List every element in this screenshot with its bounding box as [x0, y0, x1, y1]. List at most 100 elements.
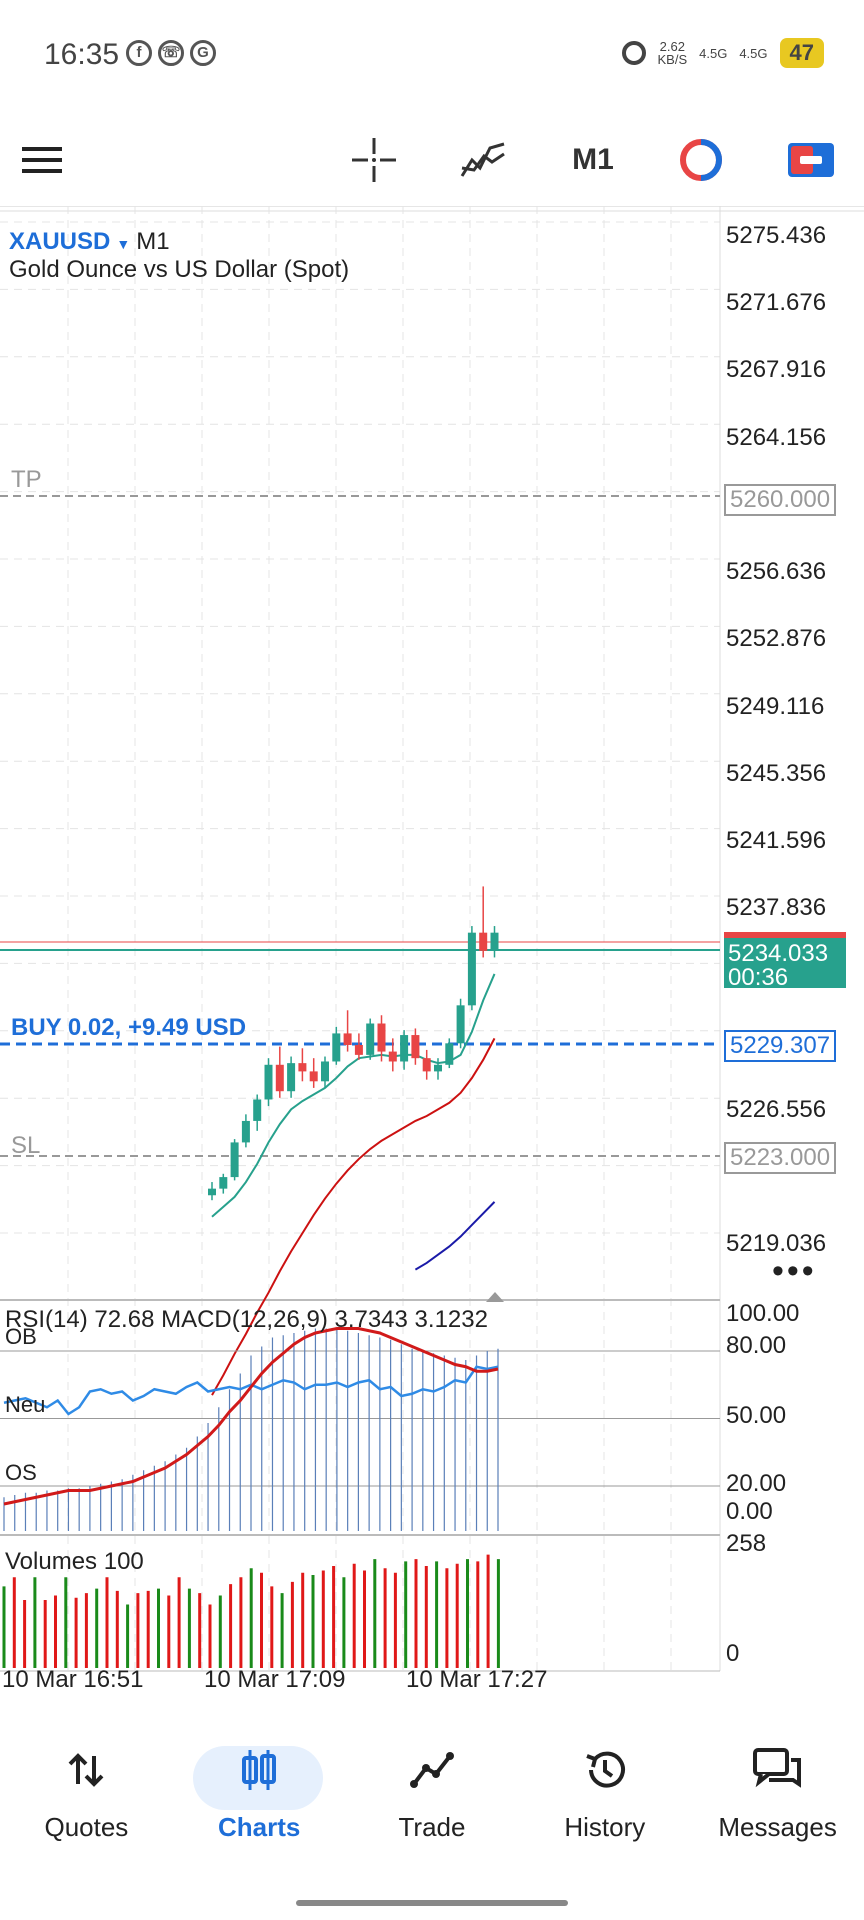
ind-axis-50: 50.00: [726, 1402, 787, 1429]
ind-axis-80: 80.00: [726, 1332, 787, 1359]
objects-button[interactable]: [678, 130, 724, 190]
chart-toolbar: M1: [0, 110, 864, 212]
time-label-3: 10 Mar 17:27: [406, 1666, 548, 1693]
candle-body: [343, 1033, 352, 1045]
bottom-navigation: Quotes Charts Trade History Messages: [0, 1730, 864, 1880]
candle-body: [275, 1064, 284, 1092]
candle-body: [298, 1063, 307, 1072]
charts-icon: [242, 1750, 277, 1790]
symbol-header[interactable]: XAUUSD ▼ M1: [9, 228, 170, 256]
ind-axis-20: 20.00: [726, 1470, 787, 1497]
signal-2: 4.5G: [739, 45, 768, 61]
candle-body: [456, 1005, 465, 1044]
neutral-label: Neu: [5, 1392, 46, 1417]
tp-label: TP: [11, 466, 42, 493]
candle-body: [332, 1033, 341, 1062]
menu-button[interactable]: [20, 130, 64, 190]
candle-body: [434, 1064, 442, 1072]
nav-trade-label: Trade: [398, 1812, 466, 1842]
price-axis-label: 5226.556: [726, 1096, 827, 1123]
price-axis-label: 5241.596: [726, 827, 827, 854]
timeframe-label: M1: [572, 143, 614, 176]
candle-body: [479, 932, 488, 951]
price-axis-label: 5275.436: [726, 222, 827, 249]
candle-body: [377, 1023, 386, 1052]
nav-trade[interactable]: Trade: [346, 1730, 519, 1880]
trade-icon: [409, 1752, 454, 1788]
facebook-icon: f: [126, 40, 152, 66]
position-price-box: 5229.307: [724, 1030, 837, 1062]
overbought-label: OB: [5, 1324, 37, 1349]
ma-line: [414, 1201, 496, 1271]
symbol-name: XAUUSD: [9, 228, 111, 255]
nav-messages[interactable]: Messages: [691, 1730, 864, 1880]
price-axis-label: 5237.836: [726, 894, 827, 921]
battery-level: 47: [779, 38, 824, 68]
candle-body: [422, 1058, 431, 1072]
home-indicator: [296, 1900, 568, 1906]
candle-body: [208, 1188, 216, 1196]
ask-price-marker: [724, 932, 846, 942]
crosshair-button[interactable]: [352, 130, 396, 190]
nav-quotes[interactable]: Quotes: [0, 1730, 173, 1880]
candle-body: [366, 1023, 375, 1055]
timeframe-button[interactable]: M1: [568, 130, 618, 190]
candle-body: [354, 1044, 363, 1055]
vol-axis-top: 258: [726, 1530, 767, 1557]
chart-svg[interactable]: [0, 206, 864, 1686]
price-axis-label: 5252.876: [726, 625, 827, 652]
nav-charts[interactable]: Charts: [173, 1730, 346, 1880]
indicator-title: RSI(14) 72.68 MACD(12,26,9) 3.7343 3.123…: [5, 1306, 488, 1333]
price-axis-label: 5264.156: [726, 424, 827, 451]
candle-body: [264, 1064, 273, 1100]
candle-body: [445, 1043, 454, 1065]
quotes-icon: [68, 1753, 104, 1787]
messages-icon: [752, 1748, 801, 1788]
price-axis-label: 5249.116: [726, 693, 825, 720]
candle-body: [467, 932, 476, 1006]
status-time: 16:35: [44, 38, 120, 71]
whatsapp-icon: ☏: [158, 40, 184, 66]
candle-body: [230, 1142, 239, 1178]
crosshair-icon: [352, 138, 396, 182]
candle-body: [219, 1177, 228, 1189]
time-label-2: 10 Mar 17:09: [204, 1666, 346, 1693]
status-right: 2.62 KB/S 4.5G 4.5G 47: [621, 38, 824, 68]
one-click-trading-icon: [788, 143, 834, 177]
scroll-marker: [486, 1292, 504, 1302]
vol-axis-bottom: 0: [726, 1640, 740, 1667]
current-price: 5234.033: [728, 940, 829, 967]
indicators-button[interactable]: [460, 130, 506, 190]
nav-history[interactable]: History: [518, 1730, 691, 1880]
ind-axis-0: 0.00: [726, 1498, 773, 1525]
candle-body: [253, 1099, 262, 1121]
price-axis-label: 5256.636: [726, 558, 827, 585]
bar-countdown: 00:36: [728, 964, 789, 991]
notification-icons: f ☏ G: [126, 40, 216, 66]
time-label-1: 10 Mar 16:51: [2, 1666, 144, 1693]
alarm-icon: [621, 41, 646, 65]
status-bar: 16:35 f ☏ G 2.62 KB/S 4.5G 4.5G 47: [0, 0, 864, 110]
symbol-description: Gold Ounce vs US Dollar (Spot): [9, 256, 350, 283]
nav-quotes-label: Quotes: [44, 1812, 129, 1842]
more-options-icon[interactable]: •••: [772, 1252, 817, 1290]
oversold-label: OS: [5, 1460, 37, 1485]
tp-price-box: 5260.000: [724, 484, 837, 516]
trade-panel-button[interactable]: [788, 130, 834, 190]
chart-timeframe: M1: [136, 228, 170, 255]
price-axis-label: 5267.916: [726, 356, 827, 383]
ma-line: [211, 1037, 496, 1396]
candle-body: [388, 1051, 397, 1062]
position-label[interactable]: BUY 0.02, +9.49 USD: [11, 1014, 247, 1041]
grok-icon: G: [190, 40, 216, 66]
sl-price-box: 5223.000: [724, 1142, 837, 1174]
history-icon: [586, 1751, 625, 1788]
price-axis-label: 5219.036: [726, 1230, 827, 1257]
macd-signal-line: [3, 1327, 499, 1506]
price-axis-label: 5271.676: [726, 289, 827, 316]
nav-history-label: History: [564, 1812, 646, 1842]
ind-axis-100: 100.00: [726, 1300, 800, 1327]
sl-label: SL: [11, 1132, 41, 1159]
nav-charts-label: Charts: [218, 1812, 301, 1842]
chart-area[interactable]: XAUUSD ▼ M1 Gold Ounce vs US Dollar (Spot)…: [0, 206, 864, 1693]
